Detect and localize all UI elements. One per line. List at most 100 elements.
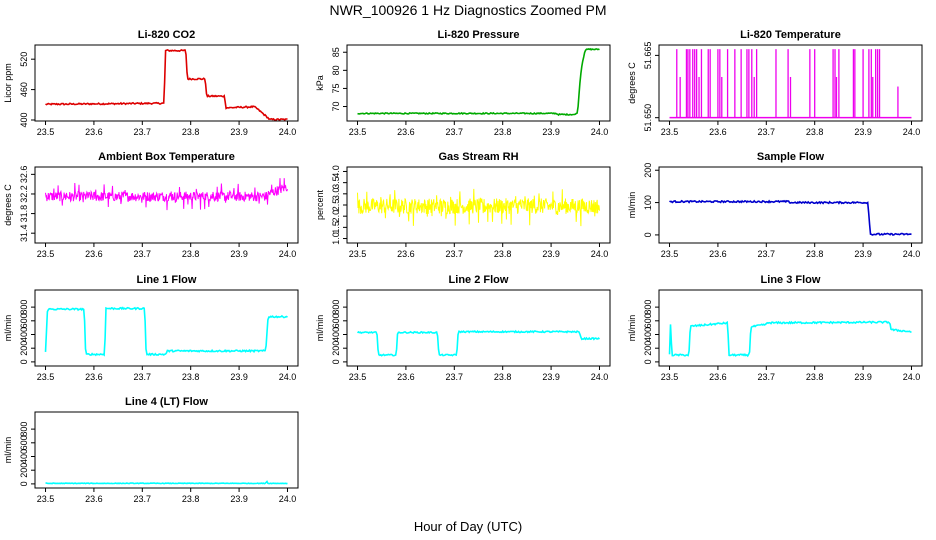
panel-title: Sample Flow <box>757 151 825 163</box>
panel-title: Line 4 (LT) Flow <box>125 396 208 408</box>
y-tick-label: 600 <box>19 435 29 450</box>
x-tick-label: 23.6 <box>85 372 103 382</box>
x-tick-label: 23.6 <box>709 127 727 137</box>
y-tick-label: 400 <box>19 112 29 127</box>
panel-pressure: Li-820 Pressure kPa 23.5 23.6 23.7 23.8 23.9 24… <box>315 29 611 137</box>
y-tick-label: 200 <box>19 341 29 356</box>
x-tick-label: 23.8 <box>806 249 824 259</box>
series-line <box>357 47 600 117</box>
x-tick-label: 23.7 <box>446 127 464 137</box>
y-axis-label: degrees C <box>627 62 637 104</box>
y-tick-label: 100 <box>643 195 653 210</box>
panel-title: Line 2 Flow <box>449 274 509 286</box>
x-tick-label: 24.0 <box>903 127 921 137</box>
x-tick-label: 24.0 <box>279 372 297 382</box>
y-axis-label: ml/min <box>3 437 13 464</box>
y-axis-label: ml/min <box>3 315 13 342</box>
x-tick-label: 23.7 <box>134 494 152 504</box>
series-line <box>357 188 600 227</box>
y-axis-label: percent <box>315 189 325 220</box>
y-tick-label: 520 <box>19 52 29 67</box>
y-tick-label: 200 <box>643 341 653 356</box>
panel-line1: Line 1 Flow ml/min 23.5 23.6 23.7 23.8 23.9 24.… <box>3 274 299 382</box>
y-tick-label: 3.0 <box>331 188 341 201</box>
y-tick-label: 4.0 <box>331 165 341 178</box>
x-tick-label: 24.0 <box>591 372 609 382</box>
x-tick-label: 24.0 <box>279 494 297 504</box>
y-tick-label: 600 <box>19 313 29 328</box>
x-tick-label: 23.8 <box>182 494 200 504</box>
y-tick-label: 2.5 <box>331 199 341 212</box>
plot-frame <box>346 44 611 122</box>
y-tick-label: 200 <box>643 163 653 178</box>
x-tick-label: 23.6 <box>85 127 103 137</box>
panel-line3: Line 3 Flow ml/min 23.5 23.6 23.7 23.8 23.9 24.… <box>627 274 923 382</box>
figure-xlabel: Hour of Day (UTC) <box>414 519 522 534</box>
x-tick-label: 23.9 <box>542 127 560 137</box>
y-axis-label: kPa <box>315 75 325 91</box>
x-tick-label: 23.8 <box>182 249 200 259</box>
x-tick-label: 23.8 <box>182 127 200 137</box>
x-tick-label: 24.0 <box>903 372 921 382</box>
x-tick-label: 23.6 <box>397 127 415 137</box>
plot-frame <box>658 166 923 244</box>
series-line <box>45 480 288 485</box>
y-axis-label: degrees C <box>3 184 13 226</box>
y-axis-label: ml/min <box>315 315 325 342</box>
x-tick-label: 23.7 <box>446 372 464 382</box>
y-tick-label: 1.0 <box>331 232 341 245</box>
x-tick-label: 23.9 <box>230 372 248 382</box>
panel-title: Li-820 Temperature <box>740 29 841 41</box>
y-axis-label: ml/min <box>627 315 637 342</box>
panel-temperature: Li-820 Temperature degrees C 23.5 23.6 23.7 2… <box>627 29 923 137</box>
y-tick-label: 32.6 <box>19 166 29 184</box>
x-tick-label: 23.6 <box>397 372 415 382</box>
y-tick-label: 400 <box>331 327 341 342</box>
series-line <box>44 306 288 357</box>
panel-sample_flow: Sample Flow ml/min 23.5 23.6 23.7 23.8 23.9 24.… <box>627 151 923 259</box>
y-tick-label: 400 <box>643 327 653 342</box>
x-tick-label: 23.5 <box>661 372 679 382</box>
x-tick-label: 23.8 <box>494 372 512 382</box>
y-tick-label: 400 <box>19 449 29 464</box>
plot-frame <box>34 44 299 122</box>
series-line <box>356 329 600 357</box>
x-tick-label: 23.9 <box>230 127 248 137</box>
y-tick-label: 3.5 <box>331 176 341 189</box>
x-tick-label: 24.0 <box>279 127 297 137</box>
x-tick-label: 23.7 <box>758 372 776 382</box>
x-tick-label: 23.5 <box>349 372 367 382</box>
panel-title: Li-820 CO2 <box>138 29 195 41</box>
panel-title: Li-820 Pressure <box>438 29 520 41</box>
y-tick-label: 0 <box>331 359 341 364</box>
x-tick-label: 23.5 <box>349 249 367 259</box>
y-tick-label: 460 <box>19 82 29 97</box>
plot-frame <box>34 166 299 244</box>
plot-frame <box>658 44 923 122</box>
panel-co2: Li-820 CO2 Licor ppm 23.5 23.6 23.7 23.8 23.9 2… <box>3 29 299 137</box>
x-tick-label: 23.9 <box>854 372 872 382</box>
series-line <box>669 199 912 236</box>
y-tick-label: 200 <box>19 463 29 478</box>
x-tick-label: 23.9 <box>854 249 872 259</box>
y-tick-label: 2.0 <box>331 210 341 223</box>
x-tick-label: 23.6 <box>709 249 727 259</box>
x-tick-label: 24.0 <box>903 249 921 259</box>
x-tick-label: 23.6 <box>397 249 415 259</box>
x-tick-label: 24.0 <box>591 127 609 137</box>
panel-line4: Line 4 (LT) Flow ml/min 23.5 23.6 23.7 23.8 23… <box>3 396 299 504</box>
x-tick-label: 23.6 <box>709 372 727 382</box>
y-tick-label: 31.4 <box>19 224 29 242</box>
y-tick-label: 70 <box>331 102 341 112</box>
y-tick-label: 400 <box>19 327 29 342</box>
x-tick-label: 23.5 <box>37 127 55 137</box>
y-axis-label: Licor ppm <box>3 63 13 103</box>
y-tick-label: 51.650 <box>643 104 653 132</box>
panel-ambient: Ambient Box Temperature degrees C 23.5 23.6… <box>3 151 299 259</box>
y-tick-label: 0 <box>643 359 653 364</box>
x-tick-label: 23.8 <box>806 127 824 137</box>
x-tick-label: 23.9 <box>854 127 872 137</box>
plot-frame <box>34 411 299 489</box>
plot-frame <box>346 289 611 367</box>
x-tick-label: 23.9 <box>230 249 248 259</box>
